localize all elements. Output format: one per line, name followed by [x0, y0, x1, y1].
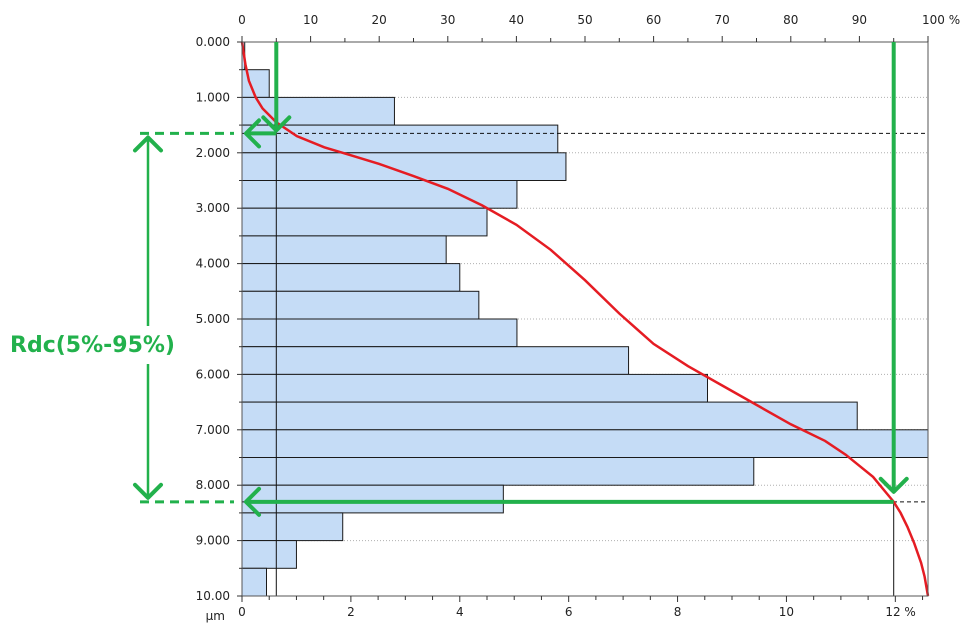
- depth-tick-label: 0.000: [196, 35, 230, 49]
- rdc-annotation: [133, 42, 909, 517]
- top-tick-label: 60: [646, 13, 661, 27]
- rdc-label: Rdc(5%-95%): [10, 333, 175, 358]
- bottom-tick-label: 2: [347, 605, 355, 619]
- histogram-bar: [241, 207, 488, 237]
- top-tick-label: 0: [238, 13, 246, 27]
- histogram-bar: [241, 180, 518, 209]
- histogram-bar: [241, 484, 504, 514]
- depth-tick-label: 5.000: [196, 312, 230, 326]
- top-tick-label: 100 %: [922, 13, 960, 27]
- depth-tick-label: 4.000: [196, 257, 230, 271]
- top-tick-label: 10: [303, 13, 318, 27]
- histogram-bar: [241, 512, 344, 542]
- arrow-head: [244, 486, 261, 517]
- arrow-head: [261, 115, 292, 133]
- bottom-tick-label: 6: [565, 605, 573, 619]
- cumulative-curve: [240, 41, 930, 597]
- top-tick-label: 80: [783, 13, 798, 27]
- bottom-tick-label: 10: [779, 605, 794, 619]
- histogram-bar: [241, 69, 270, 98]
- histogram-bar: [241, 263, 461, 292]
- depth-tick-label: 10.00: [196, 589, 230, 603]
- top-tick-label: 70: [715, 13, 730, 27]
- bottom-tick-label: 12 %: [885, 605, 916, 619]
- histogram-bar: [241, 152, 567, 182]
- histogram-bar: [241, 124, 559, 154]
- histogram-bar: [241, 457, 755, 486]
- depth-tick-label: 6.000: [196, 367, 230, 381]
- depth-tick-label: 2.000: [196, 146, 230, 160]
- top-tick-label: 50: [577, 13, 592, 27]
- histogram-bar: [241, 290, 480, 320]
- histogram-bar: [241, 235, 447, 265]
- top-tick-label: 90: [852, 13, 867, 27]
- bottom-tick-label: 8: [674, 605, 682, 619]
- histogram-bar: [241, 373, 708, 403]
- histogram-bar: [241, 346, 630, 375]
- bottom-tick-label: 4: [456, 605, 464, 619]
- arrow-head: [244, 118, 261, 149]
- arrow-head: [133, 135, 163, 153]
- histogram-bar: [241, 429, 929, 458]
- depth-tick-label: 3.000: [196, 201, 230, 215]
- top-tick-label: 30: [440, 13, 455, 27]
- arrow-head: [133, 482, 163, 500]
- depth-unit-label: µm: [206, 609, 225, 623]
- depth-tick-label: 1.000: [196, 90, 230, 104]
- histogram-bar: [241, 567, 267, 597]
- top-tick-label: 20: [372, 13, 387, 27]
- bottom-tick-label: 0: [238, 605, 246, 619]
- depth-tick-label: 8.000: [196, 478, 230, 492]
- top-tick-label: 40: [509, 13, 524, 27]
- histogram-bar: [241, 318, 518, 348]
- axes: 0.000 1.000 2.000 3.000 4.000 5.000 6.000 7.000…: [196, 13, 960, 619]
- histogram-bars: [241, 41, 929, 597]
- depth-tick-label: 7.000: [196, 423, 230, 437]
- histogram-bar: [241, 401, 858, 431]
- depth-tick-label: 9.000: [196, 534, 230, 548]
- arrow-head: [878, 476, 909, 494]
- histogram-bar: [241, 540, 297, 569]
